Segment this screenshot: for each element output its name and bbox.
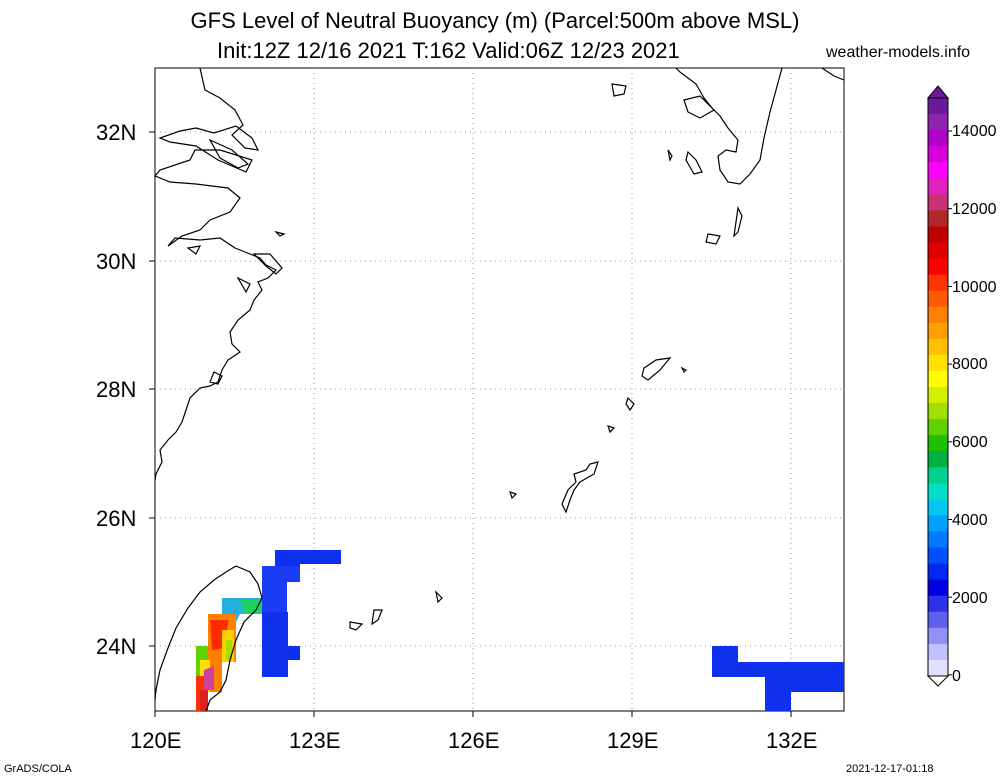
colorbar-segment	[928, 579, 948, 597]
colorbar-segment	[928, 451, 948, 468]
colorbar-label-10000: 10000	[952, 279, 997, 296]
colorbar-segment	[928, 194, 948, 211]
colorbar-segment	[928, 146, 948, 163]
colorbar-segment	[928, 563, 948, 581]
colorbar-segment	[928, 515, 948, 532]
colorbar-segment	[928, 499, 948, 516]
colorbar-segment	[928, 595, 948, 613]
colorbar-label-12000: 12000	[952, 201, 997, 218]
colorbar-segment	[928, 627, 948, 645]
colorbar-segment	[928, 114, 948, 131]
colorbar-segment	[928, 483, 948, 500]
lon-label-123e: 123E	[289, 728, 341, 753]
lon-label-126e: 126E	[448, 728, 500, 753]
lat-label-26n: 26N	[96, 506, 137, 531]
colorbar-segment	[928, 290, 948, 308]
colorbar-segment	[928, 162, 948, 179]
colorbar-segment	[928, 419, 948, 436]
lon-label-129e: 129E	[607, 728, 659, 753]
colorbar-segment	[928, 338, 948, 356]
lat-label-32n: 32N	[96, 120, 137, 145]
colorbar-segment	[928, 659, 948, 677]
colorbar-segment	[928, 130, 948, 147]
lat-label-30n: 30N	[96, 249, 137, 274]
colorbar-segment	[928, 370, 948, 388]
colorbar-top-arrow	[926, 85, 950, 99]
colorbar-segment	[928, 274, 948, 292]
chart-title-line1: GFS Level of Neutral Buoyancy (m) (Parce…	[190, 8, 800, 33]
buoyancy-shading-taiwan	[196, 550, 341, 711]
colorbar-segment	[928, 210, 948, 227]
colorbar-bottom-arrow	[926, 675, 950, 687]
colorbar-segment	[928, 354, 948, 372]
grid	[155, 68, 844, 711]
colorbar-segment	[928, 306, 948, 324]
lon-label-132e: 132E	[766, 728, 818, 753]
colorbar-segment	[928, 467, 948, 484]
colorbar-segment	[928, 387, 948, 404]
colorbar-segment	[928, 643, 948, 661]
footer-credit: GrADS/COLA	[4, 763, 72, 775]
colorbar-outline	[927, 97, 949, 677]
lon-label-120e: 120E	[130, 728, 182, 753]
colorbar-label-14000: 14000	[952, 123, 997, 140]
footer-timestamp: 2021-12-17-01:18	[846, 763, 934, 775]
colorbar-label-8000: 8000	[952, 356, 988, 373]
colorbar-label-0: 0	[952, 668, 961, 685]
lat-label-24n: 24N	[96, 634, 137, 659]
colorbar-segment	[928, 611, 948, 629]
colorbar-segment	[928, 403, 948, 420]
colorbar-segment	[928, 242, 948, 260]
colorbar-segment	[928, 226, 948, 243]
colorbar-label-4000: 4000	[952, 512, 988, 529]
colorbar	[926, 85, 952, 687]
colorbar-segment	[928, 322, 948, 340]
colorbar-segment	[928, 435, 948, 452]
lat-label-28n: 28N	[96, 377, 137, 402]
chart-title-line2: Init:12Z 12/16 2021 T:162 Valid:06Z 12/2…	[217, 38, 680, 63]
coastlines	[154, 67, 845, 712]
colorbar-label-2000: 2000	[952, 590, 988, 607]
colorbar-segment	[928, 258, 948, 276]
buoyancy-shading-east	[712, 646, 844, 711]
colorbar-label-6000: 6000	[952, 434, 988, 451]
site-label: weather-models.info	[826, 44, 971, 61]
colorbar-segment	[928, 98, 948, 115]
colorbar-segment	[928, 178, 948, 195]
ticks	[149, 131, 792, 717]
colorbar-segment	[928, 547, 948, 565]
colorbar-segment	[928, 531, 948, 549]
